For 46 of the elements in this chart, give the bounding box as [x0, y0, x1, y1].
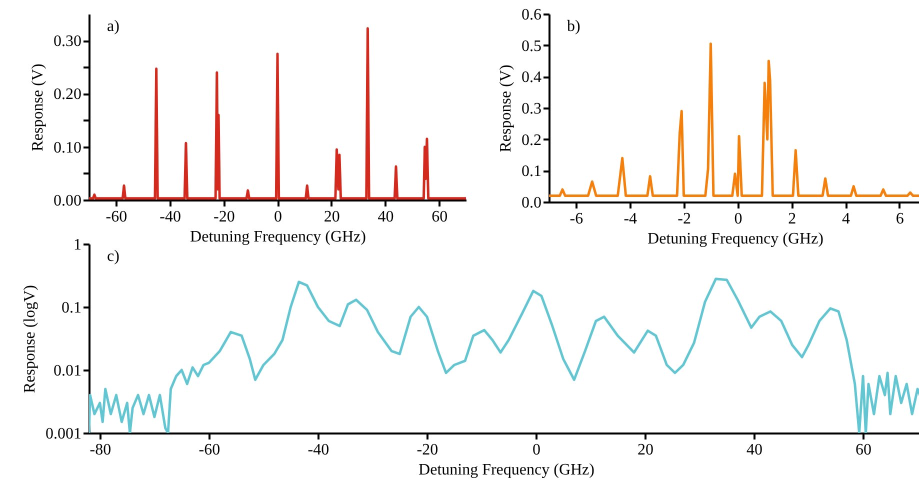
- y-axis-title: Response (V): [498, 64, 514, 152]
- y-tick-label: 0.10: [54, 139, 82, 156]
- x-tick-label: -60: [106, 208, 128, 226]
- y-tick-label: 1: [74, 236, 82, 254]
- annotation: b): [567, 18, 580, 35]
- y-axis-title: Response (V): [30, 64, 46, 152]
- x-tick-label: -4: [624, 210, 638, 228]
- y-tick-label: 0.0: [522, 194, 542, 212]
- y-tick-label: 0.01: [54, 362, 82, 380]
- x-tick-label: -20: [416, 442, 438, 458]
- y-tick-label: 0.2: [522, 132, 542, 149]
- y-tick-label: 0.20: [54, 86, 82, 104]
- y-tick-label: 0.001: [46, 426, 82, 442]
- y-tick-label: 0.1: [62, 300, 82, 316]
- annotation: a): [107, 18, 120, 35]
- y-axis-title: Response (logV): [22, 285, 38, 393]
- y-tick-label: 0.1: [522, 163, 542, 180]
- x-tick-label: -40: [160, 208, 181, 226]
- x-tick-label: 20: [638, 442, 654, 458]
- x-axis-title: Detuning Frequency (GHz): [418, 462, 594, 478]
- annotation: c): [107, 248, 120, 265]
- x-tick-label: 6: [896, 210, 904, 228]
- x-tick-label: 0: [274, 208, 282, 226]
- y-tick-label: 0.3: [522, 100, 542, 118]
- x-tick-label: -20: [213, 208, 235, 226]
- x-axis-title: Detuning Frequency (GHz): [648, 230, 824, 248]
- y-tick-label: 0.4: [522, 69, 542, 86]
- x-tick-label: -80: [90, 442, 112, 458]
- x-tick-label: -2: [678, 210, 691, 228]
- x-tick-label: 0: [532, 442, 540, 458]
- x-tick-label: 40: [746, 442, 763, 458]
- y-tick-label: 0.6: [522, 6, 542, 24]
- x-tick-label: 2: [788, 210, 796, 228]
- x-tick-label: 60: [432, 208, 448, 226]
- x-tick-label: 4: [842, 210, 850, 228]
- y-tick-label: 0.5: [522, 38, 542, 55]
- x-tick-label: 60: [856, 442, 872, 458]
- y-tick-label: 0.30: [54, 33, 82, 50]
- x-tick-label: -60: [198, 442, 220, 458]
- x-tick-label: -40: [308, 442, 330, 458]
- x-tick-label: 0: [734, 210, 742, 228]
- x-tick-label: 40: [378, 208, 394, 226]
- x-axis-title: Detuning Frequency (GHz): [190, 228, 366, 246]
- x-tick-label: 20: [324, 208, 340, 226]
- y-tick-label: 0.00: [54, 192, 82, 210]
- x-tick-label: -6: [570, 210, 584, 228]
